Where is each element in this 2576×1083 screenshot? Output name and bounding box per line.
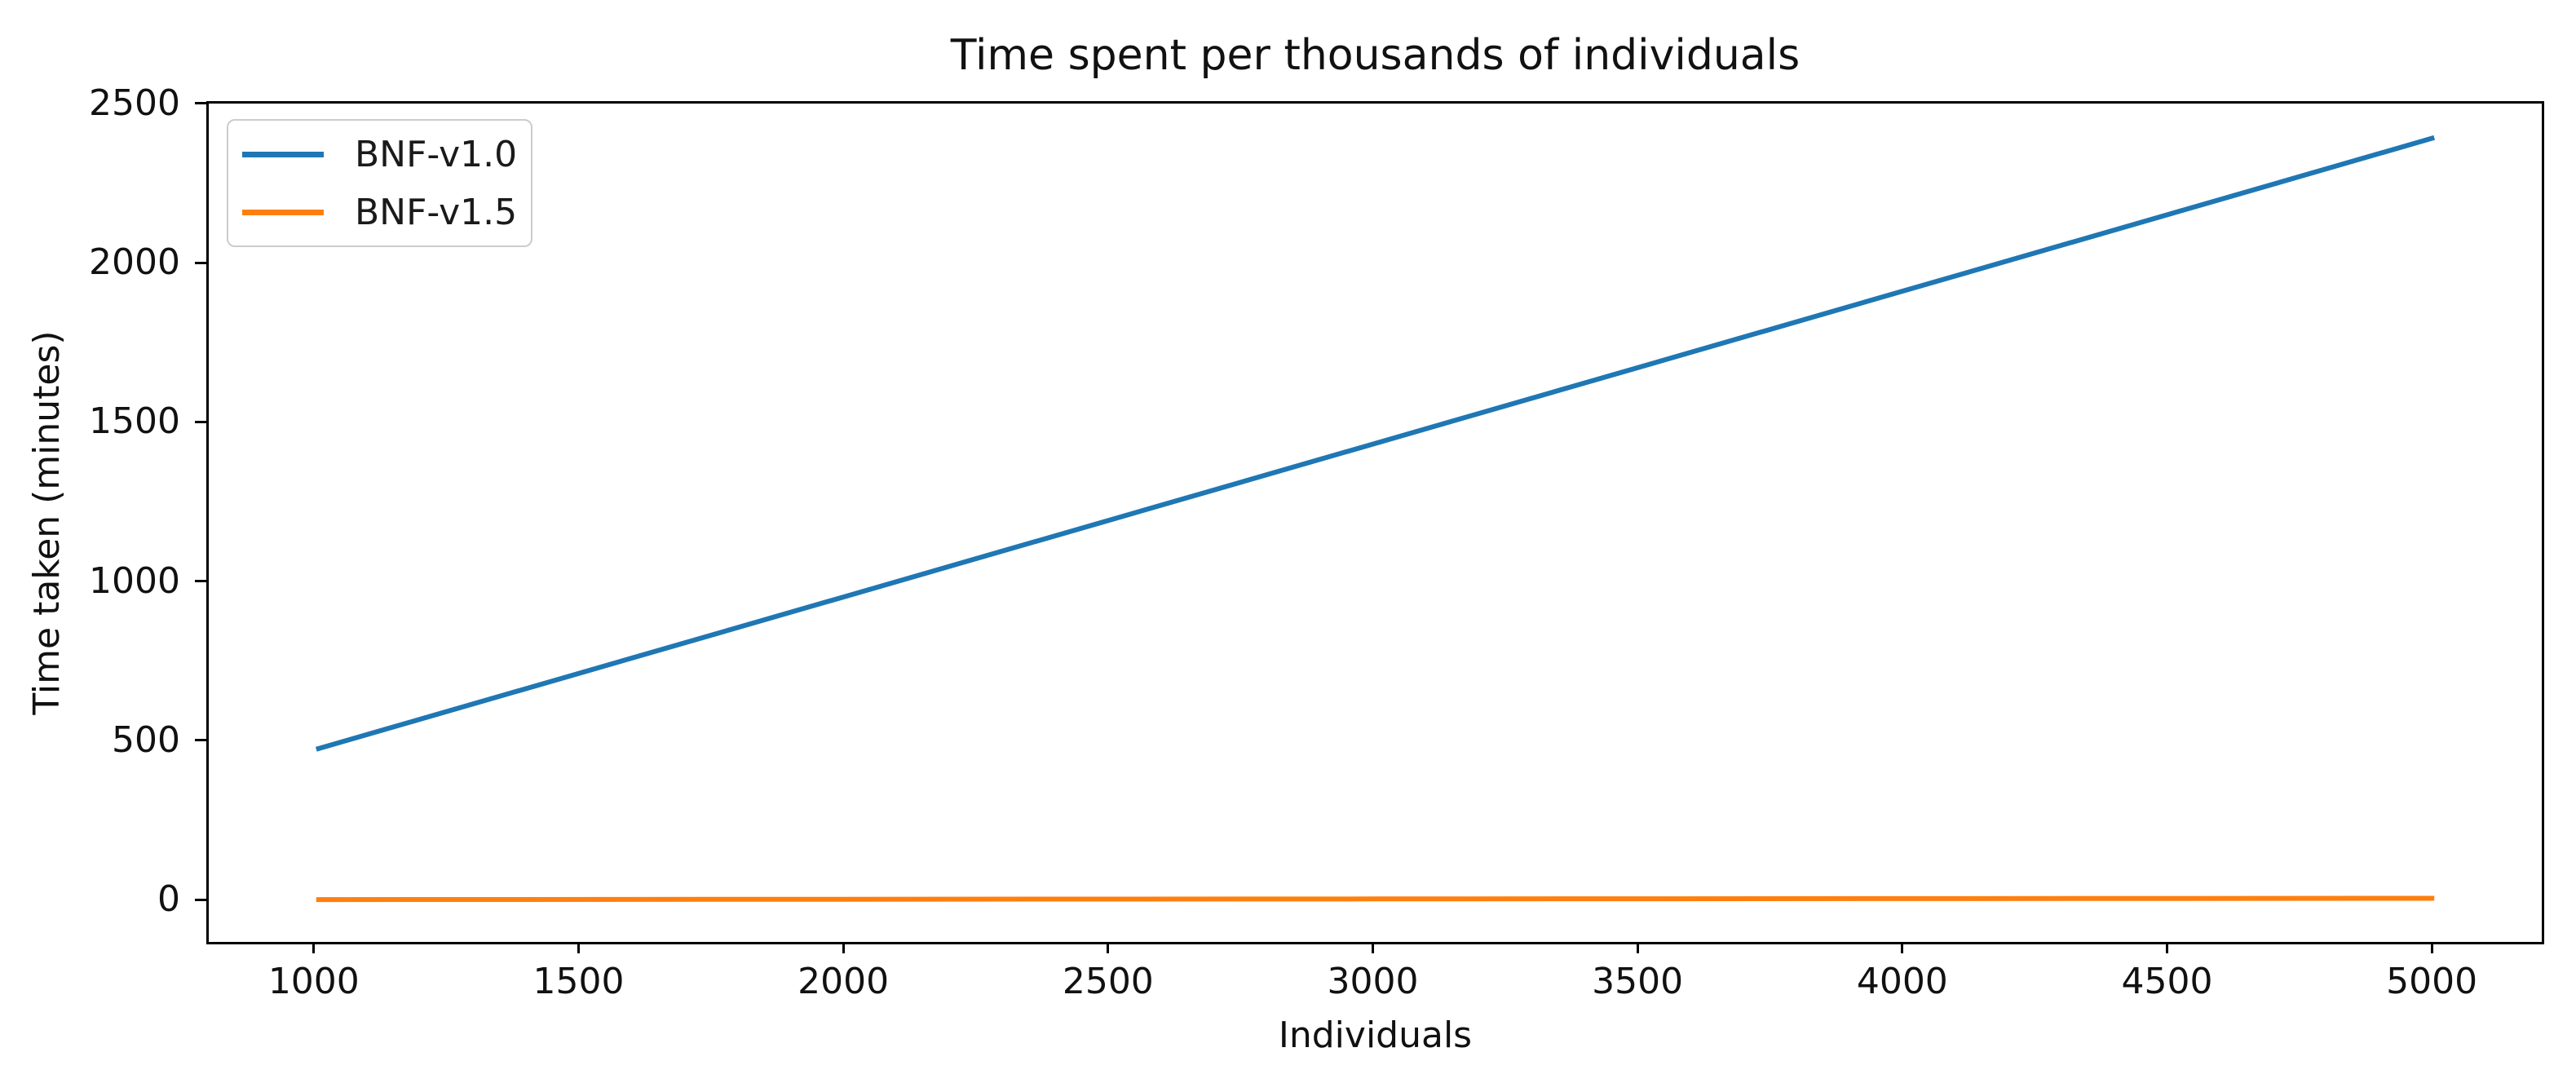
x-tick-label: 1500 xyxy=(532,961,625,1002)
x-tick-mark xyxy=(1901,942,1904,953)
y-tick-mark xyxy=(195,739,206,742)
y-tick-mark xyxy=(195,898,206,901)
legend-line-swatch-icon xyxy=(242,151,324,157)
legend: BNF-v1.0 BNF-v1.5 xyxy=(227,119,532,247)
x-tick-label: 2000 xyxy=(798,961,890,1002)
legend-row-bnf-v1-5: BNF-v1.5 xyxy=(242,187,531,237)
plot-lines-svg xyxy=(315,135,2436,903)
x-tick-mark xyxy=(2166,942,2168,953)
y-tick-label: 1500 xyxy=(89,400,180,443)
x-tick-mark xyxy=(577,942,580,953)
plot-area: BNF-v1.0 BNF-v1.5 xyxy=(206,101,2544,944)
y-tick-mark xyxy=(195,261,206,264)
legend-line-swatch-icon xyxy=(242,209,324,215)
y-tick-label: 2000 xyxy=(89,241,180,284)
y-tick-mark xyxy=(195,420,206,423)
chart-title: Time spent per thousands of individuals xyxy=(950,31,1801,80)
x-tick-label: 5000 xyxy=(2386,961,2478,1002)
y-tick-label: 0 xyxy=(157,878,180,921)
x-tick-label: 4500 xyxy=(2121,961,2213,1002)
x-tick-mark xyxy=(2430,942,2433,953)
x-axis-label: Individuals xyxy=(1278,1014,1473,1056)
y-tick-label: 500 xyxy=(112,718,180,761)
y-tick-label: 1000 xyxy=(89,559,180,602)
series-line-bnf-v1-0 xyxy=(315,135,2436,752)
x-tick-mark xyxy=(842,942,845,953)
x-tick-label: 1000 xyxy=(267,961,360,1002)
x-tick-mark xyxy=(1372,942,1374,953)
legend-label: BNF-v1.0 xyxy=(355,133,518,175)
x-tick-label: 2500 xyxy=(1062,961,1154,1002)
legend-row-bnf-v1-0: BNF-v1.0 xyxy=(242,129,531,179)
x-tick-label: 4000 xyxy=(1856,961,1948,1002)
legend-label: BNF-v1.5 xyxy=(355,191,518,233)
y-tick-label: 2500 xyxy=(89,82,180,124)
y-tick-mark xyxy=(195,580,206,583)
x-tick-mark xyxy=(1107,942,1110,953)
x-tick-label: 3500 xyxy=(1592,961,1684,1002)
x-tick-label: 3000 xyxy=(1327,961,1419,1002)
series-line-bnf-v1-5 xyxy=(316,895,2435,903)
y-tick-mark xyxy=(195,102,206,105)
x-tick-mark xyxy=(312,942,316,953)
x-tick-mark xyxy=(1636,942,1639,953)
